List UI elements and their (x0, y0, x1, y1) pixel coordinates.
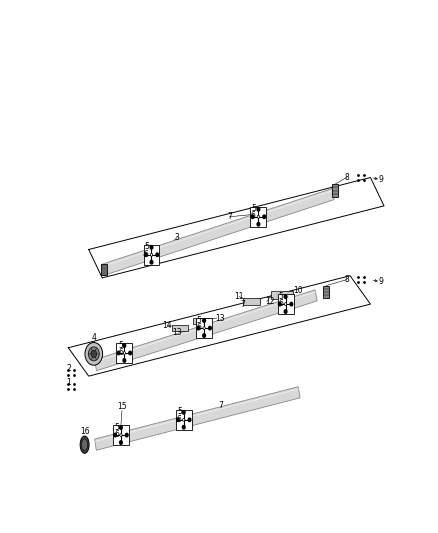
Text: 5: 5 (177, 407, 182, 416)
Text: 8: 8 (344, 275, 349, 284)
Circle shape (203, 319, 205, 322)
Text: 11: 11 (234, 292, 244, 301)
Circle shape (257, 215, 260, 218)
Circle shape (114, 433, 117, 437)
Text: 13: 13 (172, 328, 182, 337)
Text: 13: 13 (215, 313, 225, 322)
Ellipse shape (80, 436, 89, 454)
Bar (172, 325, 188, 331)
Circle shape (150, 246, 153, 249)
Text: 7: 7 (227, 212, 232, 221)
Text: 6: 6 (119, 348, 124, 357)
Circle shape (120, 426, 122, 430)
Ellipse shape (81, 439, 88, 450)
Text: 14: 14 (162, 320, 172, 329)
Circle shape (91, 350, 97, 358)
Text: 9: 9 (378, 175, 383, 184)
Bar (323, 286, 329, 298)
Bar (251, 207, 266, 227)
Circle shape (123, 352, 125, 354)
Circle shape (120, 441, 122, 445)
Text: 4: 4 (92, 333, 96, 342)
Text: 16: 16 (80, 427, 89, 436)
Circle shape (85, 343, 102, 365)
Text: 8: 8 (344, 173, 349, 182)
Circle shape (120, 434, 122, 437)
Circle shape (284, 295, 287, 298)
Circle shape (182, 425, 185, 429)
Text: 5: 5 (197, 316, 201, 325)
Circle shape (203, 327, 205, 329)
Bar (271, 292, 293, 300)
Bar (101, 264, 107, 275)
Circle shape (145, 253, 147, 256)
Circle shape (251, 215, 254, 219)
Circle shape (150, 253, 152, 256)
Text: 9: 9 (378, 277, 383, 286)
Circle shape (203, 334, 205, 337)
Bar (117, 343, 132, 363)
Circle shape (263, 215, 265, 219)
Circle shape (150, 261, 153, 264)
Text: 3: 3 (174, 233, 180, 242)
Circle shape (88, 347, 99, 361)
Circle shape (123, 344, 126, 348)
Bar (176, 409, 192, 430)
Polygon shape (101, 189, 334, 276)
Bar (196, 318, 212, 338)
Text: 5: 5 (144, 243, 149, 252)
Circle shape (123, 359, 126, 362)
Text: 12: 12 (265, 297, 275, 306)
Bar (332, 184, 338, 197)
Circle shape (257, 222, 260, 226)
Text: 6: 6 (278, 299, 283, 308)
Circle shape (117, 351, 120, 355)
Circle shape (183, 418, 185, 421)
Circle shape (129, 351, 131, 355)
Bar (144, 245, 159, 265)
Circle shape (182, 410, 185, 414)
Circle shape (177, 418, 179, 422)
Circle shape (284, 303, 287, 305)
Text: 5: 5 (278, 292, 283, 301)
Text: 10: 10 (293, 286, 303, 295)
Text: 6: 6 (197, 323, 201, 332)
Bar (193, 318, 209, 324)
Bar (243, 298, 260, 304)
Text: 5: 5 (251, 204, 256, 213)
Text: 5: 5 (119, 341, 124, 350)
Text: 7: 7 (241, 301, 246, 310)
Text: 15: 15 (117, 402, 127, 411)
Circle shape (188, 418, 191, 422)
Circle shape (284, 310, 287, 313)
Text: 6: 6 (144, 250, 149, 259)
Circle shape (125, 433, 128, 437)
Bar (278, 294, 293, 314)
Text: 6: 6 (114, 430, 119, 439)
Circle shape (257, 207, 260, 211)
Polygon shape (95, 387, 300, 450)
Text: 7: 7 (219, 401, 223, 410)
Text: 5: 5 (114, 423, 119, 432)
Text: 2: 2 (67, 364, 71, 373)
Circle shape (156, 253, 159, 256)
Circle shape (279, 302, 281, 306)
Text: 6: 6 (251, 212, 256, 221)
Polygon shape (95, 290, 317, 371)
Text: 6: 6 (177, 415, 182, 424)
Text: 1: 1 (67, 378, 71, 387)
Circle shape (197, 326, 200, 330)
Bar (113, 425, 129, 445)
Circle shape (290, 302, 293, 306)
Circle shape (208, 326, 211, 330)
